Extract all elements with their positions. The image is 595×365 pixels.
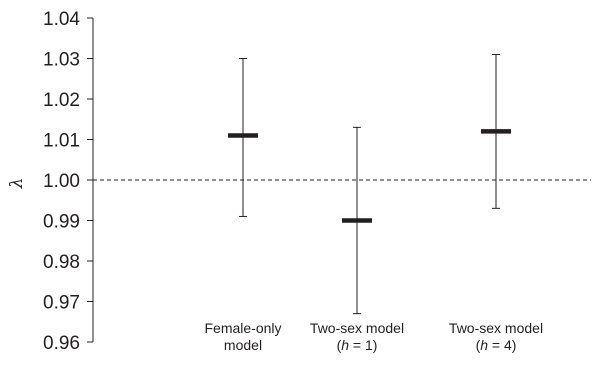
category-label-text: ( (337, 337, 342, 353)
category-label-text: = 4) (488, 337, 516, 353)
category-label-text: Female-only (204, 320, 281, 336)
category-label-text: ( (476, 337, 481, 353)
category-label-text: model (224, 337, 262, 353)
category-label-line: Female-only (204, 320, 281, 336)
y-tick-label: 1.03 (43, 50, 80, 71)
category-label-line: (h = 1) (337, 337, 378, 353)
plot-marks (93, 53, 591, 315)
category-label-text: h (341, 337, 349, 353)
category-label-text: Two-sex model (449, 320, 543, 336)
y-tick-label: 0.98 (43, 252, 80, 273)
y-axis-label: λ (7, 178, 27, 190)
y-tick-label: 1.00 (43, 171, 80, 192)
y-tick-label: 1.02 (43, 90, 80, 111)
y-tick-label: 0.96 (43, 333, 80, 354)
category-label-text: Two-sex model (310, 320, 404, 336)
category-label: Two-sex model (h = 4) (449, 320, 543, 353)
y-tick-label: 0.97 (43, 293, 80, 314)
axes (87, 17, 94, 343)
category-label-line: Two-sex model (310, 320, 404, 336)
category-label-line: model (224, 337, 262, 353)
labels: 0.96 0.97 0.98 0.99 1.00 1.01 1.02 1.03 1.04 λ Fem… (7, 9, 543, 354)
category-label-text: h (480, 337, 488, 353)
category-label: Two-sex model (h = 1) (310, 320, 404, 353)
y-tick-label: 1.01 (43, 131, 80, 152)
category-label-line: (h = 4) (476, 337, 517, 353)
category-label: Female-only model (204, 320, 281, 353)
y-tick-label: 1.04 (43, 9, 80, 30)
y-tick-label: 0.99 (43, 212, 80, 233)
category-label-line: Two-sex model (449, 320, 543, 336)
category-label-text: = 1) (349, 337, 377, 353)
